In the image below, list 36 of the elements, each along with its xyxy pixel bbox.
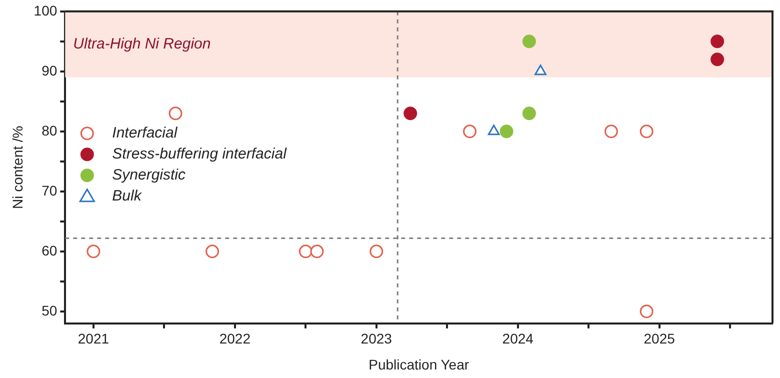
- y-tick-label: 60: [42, 242, 58, 258]
- point: [404, 106, 418, 120]
- point: [168, 106, 182, 120]
- y-tick-label: 50: [42, 302, 58, 318]
- point: [534, 64, 546, 76]
- y-tick-label: 70: [42, 182, 58, 198]
- point: [488, 124, 500, 136]
- y-tick-label: 100: [34, 2, 58, 18]
- point: [522, 34, 536, 48]
- y-tick-label: 80: [42, 122, 58, 138]
- point: [500, 124, 514, 138]
- x-tick-label: 2023: [360, 330, 392, 347]
- legend-label: Bulk: [112, 188, 143, 205]
- y-tick-label: 90: [42, 62, 58, 78]
- x-tick-label: 2022: [219, 330, 251, 347]
- band-label: Ultra-High Ni Region: [73, 36, 211, 53]
- x-tick-label: 2024: [502, 330, 534, 347]
- point: [370, 244, 384, 258]
- point: [640, 304, 654, 318]
- x-axis-title: Publication Year: [368, 356, 470, 372]
- point: [298, 244, 312, 258]
- point: [522, 106, 536, 120]
- legend-label: Stress-buffering interfacial: [112, 146, 288, 163]
- legend-label: Interfacial: [112, 124, 178, 142]
- x-tick-label: 2025: [644, 330, 676, 347]
- point: [710, 52, 724, 66]
- point: [604, 124, 618, 138]
- x-tick-label: 2021: [78, 330, 110, 347]
- point: [310, 244, 324, 258]
- y-axis-title: Ni content /%: [9, 126, 26, 210]
- point: [640, 124, 654, 138]
- point: [206, 244, 220, 258]
- legend-label: Synergistic: [112, 166, 186, 184]
- point: [710, 34, 724, 48]
- point: [86, 244, 100, 258]
- point: [463, 124, 477, 138]
